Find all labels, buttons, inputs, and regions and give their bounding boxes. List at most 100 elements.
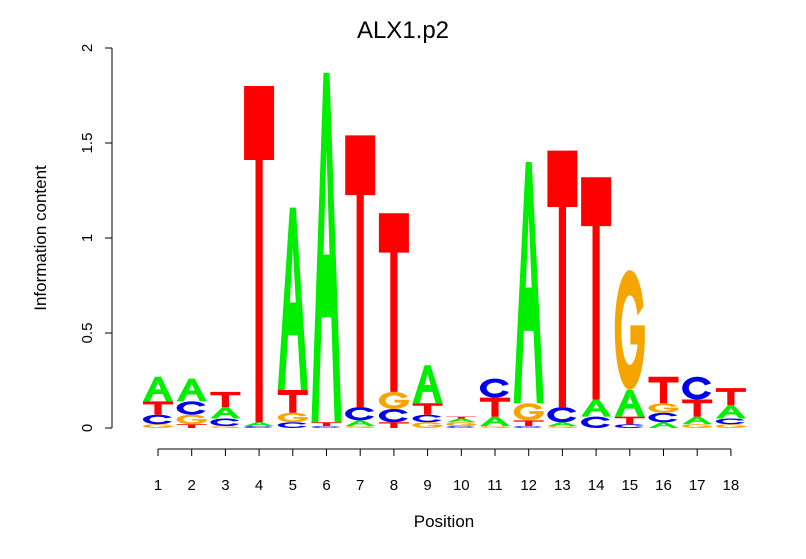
- letter-c: [614, 424, 644, 428]
- letter-a: [143, 376, 173, 402]
- letter-t: [311, 422, 342, 427]
- letter-c: [682, 376, 711, 400]
- letter-t: [378, 422, 409, 428]
- x-tick-label: 12: [520, 477, 537, 494]
- logo-column: [614, 270, 645, 428]
- letter-a: [244, 422, 275, 427]
- logo-column: [345, 135, 376, 428]
- letter-t: [648, 376, 679, 404]
- letter-stacks: [143, 72, 746, 428]
- letter-c: [715, 418, 745, 425]
- x-tick-label: 4: [255, 477, 263, 494]
- x-tick-label: 15: [621, 477, 638, 494]
- letter-g: [412, 422, 443, 428]
- letter-g: [210, 426, 241, 428]
- y-tick-label: 0: [79, 424, 96, 432]
- letter-c: [378, 409, 408, 423]
- y-tick-label: 0.5: [79, 323, 96, 344]
- letter-c: [412, 414, 442, 423]
- letter-c: [277, 422, 307, 428]
- letter-a: [412, 365, 443, 404]
- letter-g: [513, 403, 544, 421]
- letter-c: [244, 426, 273, 428]
- x-tick-label: 2: [188, 477, 196, 494]
- letter-c: [446, 426, 476, 428]
- letter-a: [345, 420, 376, 427]
- letter-t: [614, 416, 645, 425]
- y-tick-label: 1: [79, 234, 96, 242]
- letter-g: [682, 424, 713, 428]
- letter-g: [715, 424, 746, 428]
- logo-column: [480, 378, 510, 428]
- letter-t: [715, 388, 746, 406]
- letter-a: [446, 418, 477, 423]
- letter-a: [480, 416, 510, 427]
- letter-g: [547, 426, 578, 428]
- chart-title: ALX1.p2: [357, 17, 449, 44]
- letter-t: [210, 391, 241, 408]
- letter-g: [176, 414, 207, 425]
- letter-t: [480, 397, 510, 417]
- letter-g: [345, 426, 376, 428]
- y-tick-label: 1.5: [79, 133, 96, 154]
- letter-g: [446, 422, 477, 427]
- logo-column: [513, 162, 544, 428]
- letter-g: [378, 391, 409, 409]
- logo-column: [311, 72, 342, 428]
- logo-column: [581, 177, 612, 428]
- letter-g: [143, 424, 173, 428]
- x-tick-label: 14: [588, 477, 605, 494]
- letter-a: [277, 207, 308, 390]
- letter-t: [378, 213, 409, 392]
- logo-column: [210, 391, 241, 428]
- letter-g: [277, 412, 308, 423]
- letter-c: [311, 426, 341, 428]
- logo-column: [648, 376, 679, 428]
- letter-g: [480, 426, 510, 428]
- logo-column: [277, 207, 308, 428]
- letter-g: [614, 270, 645, 390]
- letter-c: [176, 401, 206, 415]
- x-tick-label: 6: [322, 477, 330, 494]
- x-tick-label: 17: [689, 477, 706, 494]
- letter-a: [176, 378, 207, 402]
- x-tick-label: 5: [289, 477, 297, 494]
- x-tick-label: 1: [154, 477, 162, 494]
- logo-column: [378, 213, 409, 428]
- x-tick-label: 16: [655, 477, 672, 494]
- logo-column: [682, 376, 713, 428]
- x-tick-label: 7: [356, 477, 364, 494]
- letter-t: [547, 150, 578, 408]
- letter-t: [412, 403, 443, 415]
- letter-t: [176, 424, 207, 428]
- letter-a: [311, 72, 342, 423]
- x-tick-label: 18: [723, 477, 740, 494]
- letter-a: [581, 399, 612, 417]
- letter-t: [581, 177, 612, 400]
- x-tick-label: 3: [221, 477, 229, 494]
- letter-a: [682, 416, 713, 425]
- letter-t: [446, 416, 477, 419]
- x-axis-label: Position: [414, 512, 474, 531]
- letter-a: [513, 162, 544, 404]
- y-tick-label: 2: [79, 44, 96, 52]
- letter-t: [143, 401, 173, 415]
- letter-a: [648, 422, 679, 428]
- letter-t: [277, 390, 308, 413]
- letter-c: [648, 412, 678, 423]
- x-tick-label: 8: [390, 477, 398, 494]
- letter-t: [682, 399, 713, 417]
- x-tick-label: 13: [554, 477, 571, 494]
- x-tick-label: 9: [423, 477, 431, 494]
- letter-c: [513, 426, 543, 428]
- x-ticks: 1 2 3 4 5 6 7 8 9 10 11 12 13 14 15 16 17 18: [154, 449, 739, 494]
- letter-t: [513, 420, 544, 427]
- letter-t: [244, 86, 275, 423]
- letter-c: [480, 378, 509, 398]
- letter-c: [345, 407, 374, 421]
- y-axis-label: Information content: [31, 165, 50, 311]
- letter-a: [210, 407, 241, 419]
- letter-a: [614, 390, 645, 417]
- letter-g: [648, 403, 679, 413]
- letter-c: [581, 416, 610, 428]
